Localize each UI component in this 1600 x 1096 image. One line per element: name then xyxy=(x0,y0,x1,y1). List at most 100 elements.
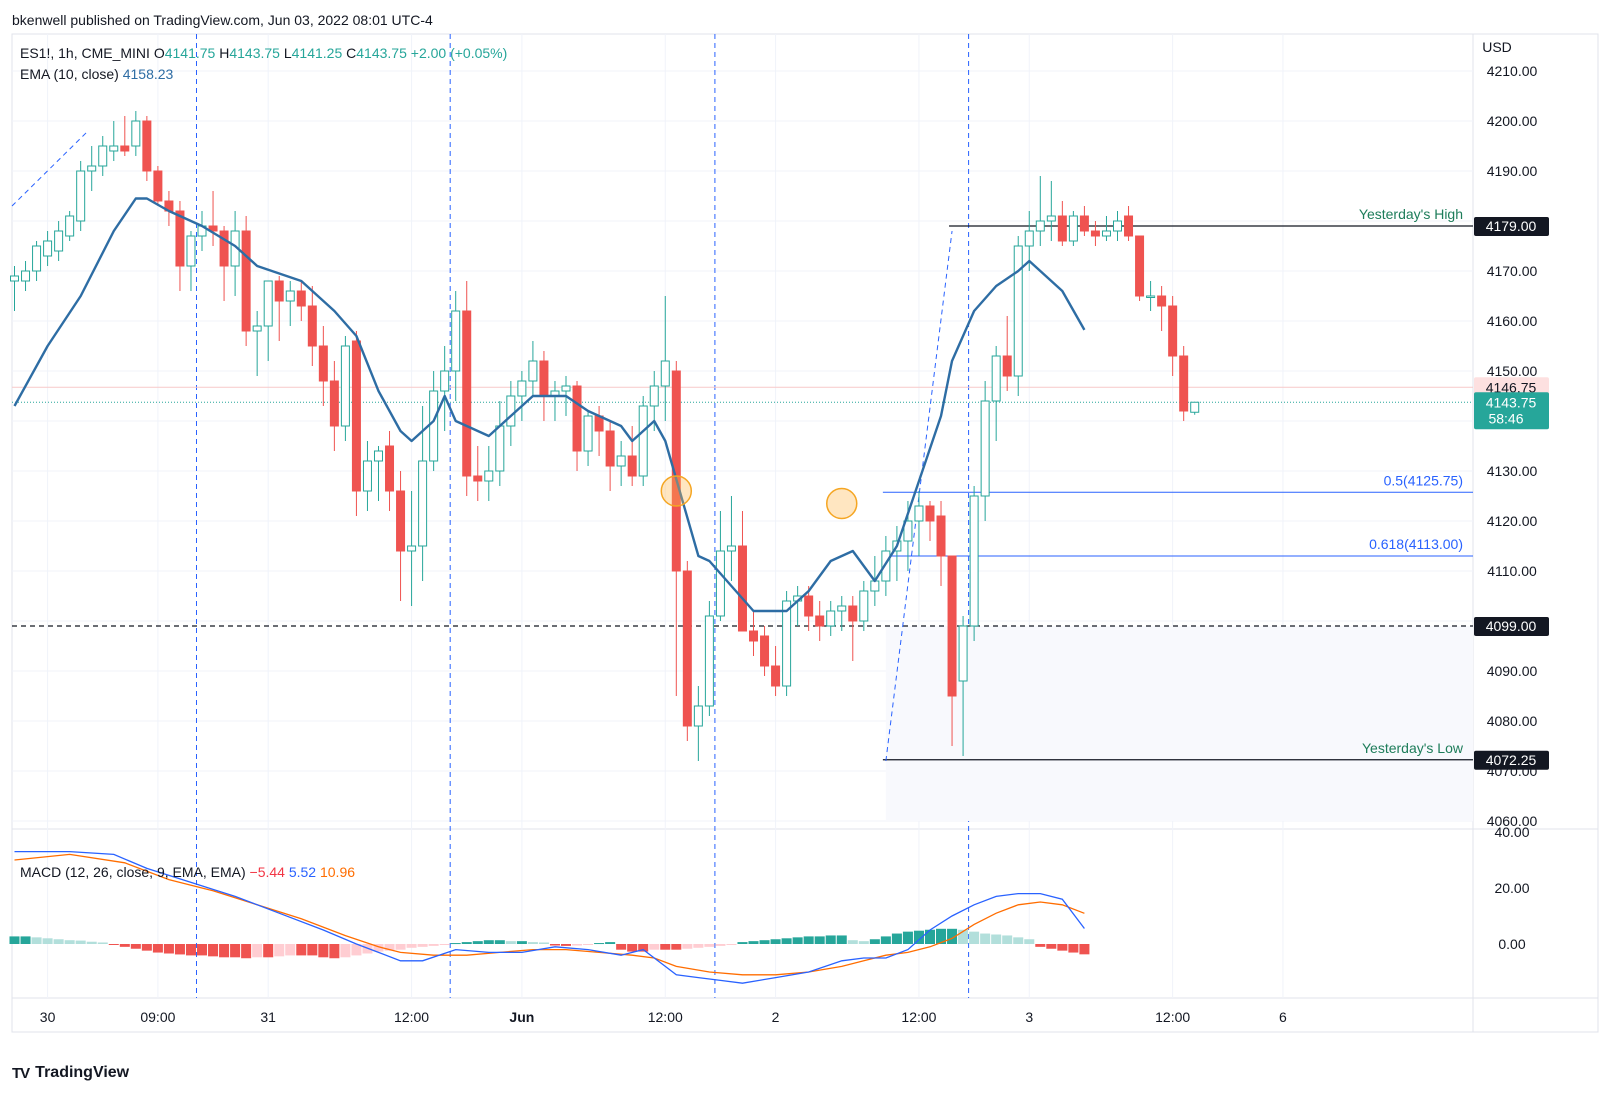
macd-histogram-bar xyxy=(119,944,130,947)
candle-body xyxy=(285,290,295,302)
macd-histogram-bar xyxy=(395,944,406,950)
candle-body xyxy=(925,505,935,522)
candle-body xyxy=(991,355,1001,402)
time-tick-label: Jun xyxy=(509,1009,534,1025)
candle-body xyxy=(859,590,869,622)
open-value: 4141.75 xyxy=(164,45,216,61)
macd-histogram-bar xyxy=(869,939,880,944)
macd-histogram-bar xyxy=(439,944,450,945)
macd-histogram-bar xyxy=(858,941,869,944)
ema-label[interactable]: EMA (10, close) xyxy=(20,66,119,82)
candle-body xyxy=(726,545,736,552)
candle-body xyxy=(506,395,516,427)
candle-body xyxy=(65,215,75,237)
macd-histogram-bar xyxy=(638,944,649,952)
macd-histogram-bar xyxy=(417,944,428,947)
candle-body xyxy=(1146,295,1156,298)
price-badge xyxy=(1474,617,1549,636)
candle-body xyxy=(274,280,284,302)
macd-histogram-bar xyxy=(263,944,274,958)
price-tick-label: 4190.00 xyxy=(1487,163,1538,179)
macd-tick-label: 40.00 xyxy=(1494,824,1529,840)
candle-body xyxy=(76,170,86,222)
published-by-line: bkenwell published on TradingView.com, J… xyxy=(12,12,433,28)
candle-body xyxy=(241,230,251,332)
candle-body xyxy=(440,370,450,392)
candle-body xyxy=(43,240,53,257)
symbol-label[interactable]: ES1!, 1h, CME_MINI xyxy=(20,45,150,61)
macd-histogram-bar xyxy=(230,944,241,958)
candle-body xyxy=(539,360,549,397)
macd-histogram-bar xyxy=(737,942,748,944)
candle-body xyxy=(737,545,747,632)
candle-body xyxy=(1090,230,1100,237)
candle-body xyxy=(704,615,714,707)
candle-body xyxy=(782,600,792,687)
candle-body xyxy=(429,390,439,462)
trend-line xyxy=(885,230,953,762)
macd-histogram-bar xyxy=(53,939,64,944)
highlight-circle xyxy=(826,487,858,520)
candle-body xyxy=(131,120,141,147)
candle-body xyxy=(1057,215,1067,242)
macd-histogram-bar xyxy=(1024,939,1035,944)
candle-body xyxy=(1002,355,1012,377)
candle-body xyxy=(473,475,483,482)
price-tick-label: 4160.00 xyxy=(1487,313,1538,329)
macd-label[interactable]: MACD (12, 26, close, 9, EMA, EMA) xyxy=(20,864,246,880)
macd-histogram-bar xyxy=(605,942,616,944)
candle-body xyxy=(318,345,328,382)
macd-histogram-bar xyxy=(307,944,318,956)
macd-histogram-bar xyxy=(108,944,119,945)
candle-body xyxy=(186,235,196,267)
candle-body xyxy=(671,370,681,572)
macd-histogram-bar xyxy=(980,933,991,944)
candle-body xyxy=(120,145,130,152)
macd-histogram-bar xyxy=(1068,944,1079,953)
candle-body xyxy=(649,385,659,407)
candle-body xyxy=(373,450,383,462)
candle-body xyxy=(329,380,339,427)
price-tick-label: 4210.00 xyxy=(1487,63,1538,79)
macd-histogram-bar xyxy=(384,944,395,951)
macd-histogram-bar xyxy=(781,938,792,944)
candle-body xyxy=(396,490,406,552)
macd-histogram-bar xyxy=(461,942,472,944)
candle-body xyxy=(914,505,924,522)
price-tick-label: 4080.00 xyxy=(1487,713,1538,729)
ema-legend: EMA (10, close) 4158.23 xyxy=(20,66,173,82)
current-price-badge xyxy=(1474,392,1549,430)
candle-body xyxy=(1101,230,1111,237)
macd-histogram-bar xyxy=(152,944,163,953)
macd-histogram-bar xyxy=(296,944,307,956)
macd-legend: MACD (12, 26, close, 9, EMA, EMA) −5.44 … xyxy=(20,864,355,880)
time-tick-label: 12:00 xyxy=(1155,1009,1190,1025)
macd-histogram-bar xyxy=(891,933,902,944)
candle-body xyxy=(1179,355,1189,412)
candle-body xyxy=(1035,220,1045,232)
close-label: C xyxy=(346,45,357,61)
change-value: +2.00 (+0.05%) xyxy=(410,45,508,61)
price-tick-label: 4170.00 xyxy=(1487,263,1538,279)
macd-histogram-bar xyxy=(20,936,31,944)
macd-histogram-bar xyxy=(572,944,583,946)
macd-histogram-bar xyxy=(682,944,693,949)
macd-histogram-bar xyxy=(406,944,417,948)
candle-body xyxy=(980,400,990,497)
macd-histogram-bar xyxy=(660,944,671,950)
candle-body xyxy=(749,630,759,642)
time-tick-label: 30 xyxy=(40,1009,56,1025)
low-label: L xyxy=(283,45,292,61)
candle-body xyxy=(936,515,946,557)
macd-histogram-bar xyxy=(505,941,516,944)
price-tick-label: 4090.00 xyxy=(1487,663,1538,679)
macd-histogram-bar xyxy=(163,944,174,954)
macd-histogram-bar xyxy=(947,928,958,944)
time-tick-label: 12:00 xyxy=(394,1009,429,1025)
macd-histogram-bar xyxy=(770,939,781,944)
price-badge-label: 4179.00 xyxy=(1486,218,1537,234)
macd-histogram-bar xyxy=(373,944,384,952)
tradingview-brand[interactable]: TV TradingView xyxy=(12,1064,129,1082)
close-value: 4143.75 xyxy=(356,45,407,61)
